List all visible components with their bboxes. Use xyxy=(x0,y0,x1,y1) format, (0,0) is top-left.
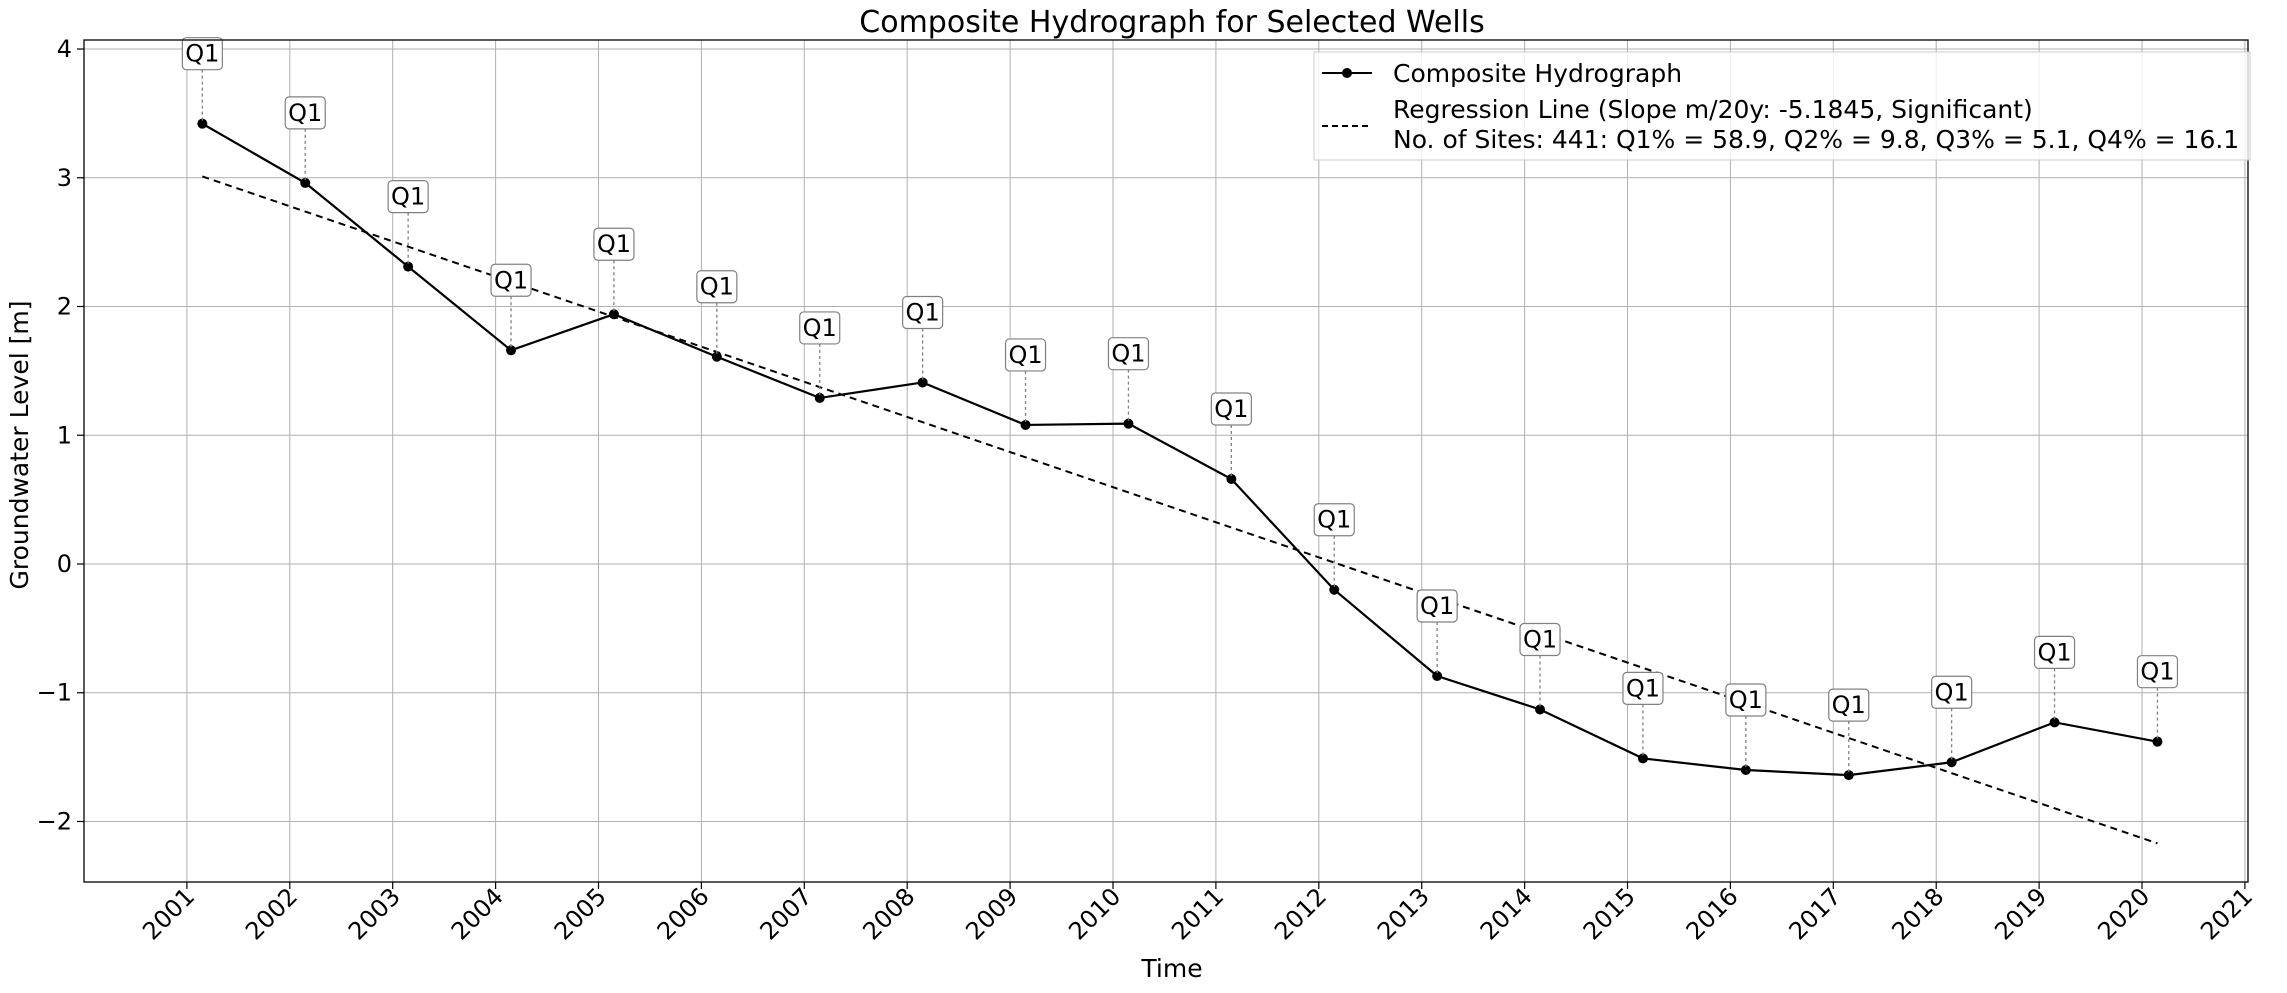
plot-frame xyxy=(83,39,2249,883)
annotation-label: Q1 xyxy=(2140,658,2174,686)
data-point xyxy=(1020,419,1031,430)
data-point xyxy=(506,345,517,356)
annotation-label: Q1 xyxy=(803,314,837,342)
data-point xyxy=(403,261,414,272)
annotation-label: Q1 xyxy=(288,99,322,127)
annotation-label: Q1 xyxy=(1523,625,1557,653)
regression-line xyxy=(202,175,2158,845)
annotation-label: Q1 xyxy=(1008,341,1042,369)
annotation-box xyxy=(1622,671,1664,706)
series-layer xyxy=(197,118,2163,845)
y-tick-label: 3 xyxy=(57,164,72,192)
annotation-label: Q1 xyxy=(2037,638,2071,666)
legend: Composite Hydrograph Regression Line (Sl… xyxy=(1313,51,2251,161)
y-tick-label: 0 xyxy=(57,550,72,578)
annotation-box xyxy=(696,270,738,304)
y-tick-label: 1 xyxy=(57,421,72,449)
annotation-box xyxy=(387,179,429,214)
annotation-label: Q1 xyxy=(1317,506,1351,534)
data-point xyxy=(197,118,208,129)
data-point xyxy=(1226,474,1237,485)
annotation-box xyxy=(902,295,944,330)
annotation-box xyxy=(1004,338,1047,372)
data-point xyxy=(1637,753,1648,764)
data-point xyxy=(1535,704,1546,715)
y-tick-label: −1 xyxy=(37,679,72,707)
data-point xyxy=(300,177,311,188)
annotation-label: Q1 xyxy=(1832,691,1866,719)
legend-label-regression: Regression Line (Slope m/20y: -5.1845, S… xyxy=(1393,95,2033,124)
annotation-box xyxy=(1931,675,1973,709)
y-tick-label: 4 xyxy=(57,35,72,63)
annotation-label: Q1 xyxy=(494,266,528,294)
annotation-box xyxy=(593,227,635,261)
annotation-label: Q1 xyxy=(391,183,425,211)
data-point xyxy=(917,377,928,388)
annotation-box xyxy=(2136,655,2179,689)
legend-label-composite: Composite Hydrograph xyxy=(1393,59,1682,88)
annotation-label: Q1 xyxy=(597,230,631,258)
annotation-label: Q1 xyxy=(906,298,940,326)
annotation-label: Q1 xyxy=(1111,340,1145,368)
annotation-box xyxy=(1210,392,1252,426)
annotation-label: Q1 xyxy=(1729,686,1763,714)
annotation-box xyxy=(1828,688,1870,722)
legend-label-regression-sites: No. of Sites: 441: Q1% = 58.9, Q2% = 9.8… xyxy=(1393,125,2239,154)
data-point xyxy=(1432,671,1443,682)
annotation-box xyxy=(2033,635,2076,669)
y-axis-label: Groundwater Level [m] xyxy=(5,301,34,590)
annotation-label: Q1 xyxy=(1214,395,1248,423)
annotation-box xyxy=(1416,589,1458,623)
chart-title: Composite Hydrograph for Selected Wells xyxy=(859,5,1484,40)
data-point xyxy=(1740,764,1751,775)
annotation-box xyxy=(284,96,326,130)
data-point xyxy=(2049,717,2060,728)
annotation-box xyxy=(1725,683,1767,717)
annotation-box xyxy=(181,37,223,71)
annotation-label: Q1 xyxy=(1420,592,1454,620)
x-axis-label: Time xyxy=(1140,954,1202,983)
data-point xyxy=(1123,418,1134,429)
data-point xyxy=(711,351,722,362)
annotation-box xyxy=(490,263,532,297)
y-tick-label: −2 xyxy=(37,807,72,835)
data-point xyxy=(1946,757,1957,768)
legend-box xyxy=(1313,51,2251,161)
annotation-box xyxy=(1107,337,1150,371)
annotation-layer: Q1 Q1 Q1 Q1 Q1 Q1 Q1 Q1 Q1 Q1 Q1 Q1 Q1 Q1 Q1 Q1 Q1 Q1 Q1 Q1 xyxy=(181,37,2179,773)
data-point xyxy=(1329,584,1340,595)
y-tick-label: 2 xyxy=(57,293,72,321)
composite-hydrograph-line xyxy=(201,122,2158,777)
annotation-label: Q1 xyxy=(1935,678,1969,706)
annotation-box xyxy=(1519,622,1561,657)
annotation-label: Q1 xyxy=(700,273,734,301)
legend-marker-composite xyxy=(1342,68,1352,78)
data-point xyxy=(608,309,619,320)
annotation-box xyxy=(1313,503,1355,537)
data-point xyxy=(2152,736,2163,747)
annotation-box xyxy=(799,311,841,345)
data-point xyxy=(814,392,825,403)
data-point xyxy=(1843,770,1854,781)
annotation-label: Q1 xyxy=(1626,674,1660,702)
annotation-label: Q1 xyxy=(185,40,219,68)
